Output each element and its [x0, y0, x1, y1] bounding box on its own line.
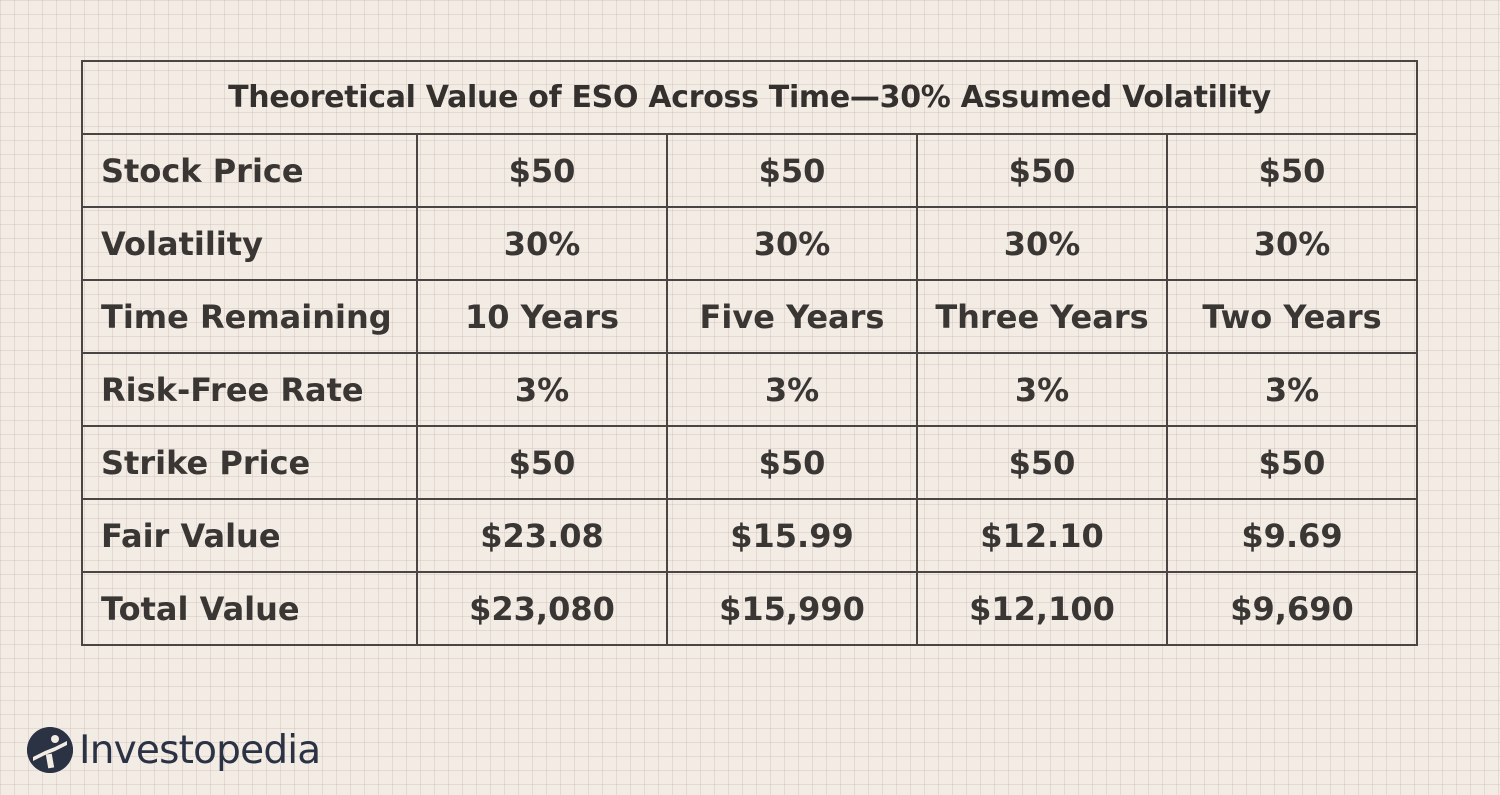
table-cell: $50	[666, 425, 918, 500]
table-cell: $12,100	[916, 571, 1168, 646]
table-cell: 3%	[1165, 352, 1419, 427]
table-cell: Two Years	[1165, 279, 1419, 354]
row-label: Risk-Free Rate	[81, 352, 418, 427]
table-row-strike-price: Strike Price $50 $50 $50 $50	[81, 425, 1419, 500]
row-label: Stock Price	[81, 133, 418, 208]
table-cell: $50	[416, 425, 668, 500]
table-cell: 3%	[666, 352, 918, 427]
table-cell: $9,690	[1165, 571, 1419, 646]
brand-name: Investopedia	[79, 727, 321, 773]
table-row-stock-price: Stock Price $50 $50 $50 $50	[81, 133, 1419, 208]
table-cell: $50	[916, 133, 1168, 208]
table-cell: 30%	[416, 206, 668, 281]
table-cell: Five Years	[666, 279, 918, 354]
eso-value-table: Theoretical Value of ESO Across Time—30%…	[80, 60, 1419, 646]
table-row-fair-value: Fair Value $23.08 $15.99 $12.10 $9.69	[81, 498, 1419, 573]
table-title-row: Theoretical Value of ESO Across Time—30%…	[80, 60, 1419, 135]
row-label: Volatility	[81, 206, 418, 281]
table-title: Theoretical Value of ESO Across Time—30%…	[80, 60, 1419, 135]
table-cell: $12.10	[916, 498, 1168, 573]
table-cell: $23,080	[416, 571, 668, 646]
table-cell: 3%	[916, 352, 1168, 427]
row-label: Strike Price	[81, 425, 418, 500]
table-cell: Three Years	[916, 279, 1168, 354]
table-cell: 30%	[916, 206, 1168, 281]
investopedia-branding: Investopedia	[27, 726, 321, 774]
table-cell: $15.99	[666, 498, 918, 573]
row-label: Fair Value	[81, 498, 418, 573]
table-cell: $23.08	[416, 498, 668, 573]
table-cell: $50	[916, 425, 1168, 500]
table-cell: $50	[1165, 425, 1419, 500]
table-row-volatility: Volatility 30% 30% 30% 30%	[81, 206, 1419, 281]
investopedia-logo-icon	[27, 727, 73, 773]
table-cell: 30%	[666, 206, 918, 281]
table-cell: 30%	[1165, 206, 1419, 281]
table-row-risk-free-rate: Risk-Free Rate 3% 3% 3% 3%	[81, 352, 1419, 427]
table-cell: 3%	[416, 352, 668, 427]
table-cell: 10 Years	[416, 279, 668, 354]
table-cell: $9.69	[1165, 498, 1419, 573]
table-cell: $50	[1165, 133, 1419, 208]
row-label: Time Remaining	[81, 279, 418, 354]
table-row-time-remaining: Time Remaining 10 Years Five Years Three…	[81, 279, 1419, 354]
table-cell: $50	[416, 133, 668, 208]
table-cell: $50	[666, 133, 918, 208]
table-row-total-value: Total Value $23,080 $15,990 $12,100 $9,6…	[81, 571, 1419, 646]
table-cell: $15,990	[666, 571, 918, 646]
row-label: Total Value	[81, 571, 418, 646]
